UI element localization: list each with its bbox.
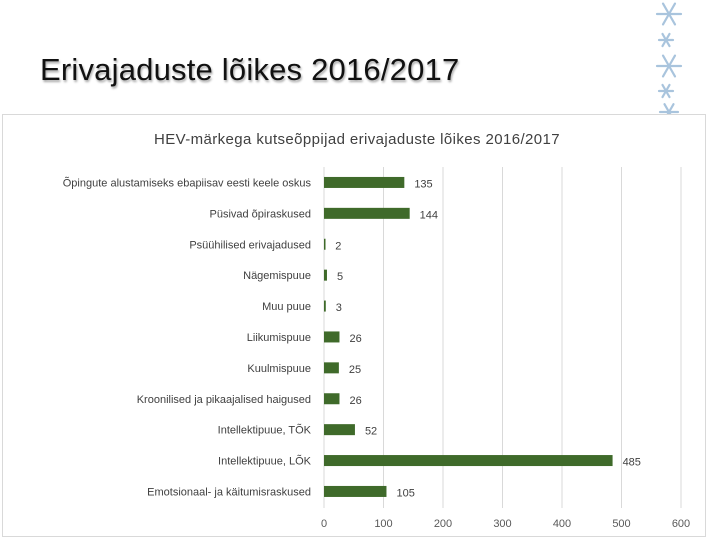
snowflake-ornament-icon: [655, 2, 683, 120]
bars: [324, 176, 613, 497]
category-label: Intellektipuue, TÕK: [218, 424, 312, 437]
category-label: Nägemispuue: [243, 270, 311, 282]
bar: [324, 362, 339, 374]
x-tick-label: 0: [321, 518, 327, 530]
bar: [324, 331, 340, 343]
category-label: Muu puue: [262, 301, 311, 313]
data-label: 105: [396, 487, 414, 499]
x-axis-ticks: 0 100 200 300 400 500 600: [321, 518, 690, 530]
bar: [324, 393, 340, 405]
bar: [324, 207, 410, 219]
category-label: Õpingute alustamiseks ebapiisav eesti ke…: [63, 176, 312, 189]
category-label: Emotsionaal- ja käitumisraskused: [147, 486, 311, 498]
x-tick-label: 100: [374, 518, 392, 530]
chart-title: HEV-märkega kutseõppijad erivajaduste lõ…: [154, 131, 560, 148]
category-label: Kroonilised ja pikaajalised haigused: [137, 394, 311, 406]
category-label: Püsivad õpiraskused: [209, 208, 311, 220]
data-label: 485: [623, 457, 641, 469]
chart-container: HEV-märkega kutseõppijad erivajaduste lõ…: [2, 114, 706, 537]
x-tick-label: 600: [672, 518, 690, 530]
data-label: 52: [365, 426, 377, 438]
slide-title: Erivajaduste lõikes 2016/2017: [40, 52, 460, 87]
bar-chart: HEV-märkega kutseõppijad erivajaduste lõ…: [63, 131, 690, 530]
x-tick-label: 200: [434, 518, 452, 530]
x-tick-label: 400: [553, 518, 571, 530]
bar: [324, 455, 613, 467]
data-label: 144: [420, 209, 438, 221]
bar: [324, 269, 327, 281]
category-label: Intellektipuue, LÕK: [218, 455, 312, 468]
bar: [324, 300, 326, 312]
x-tick-label: 300: [493, 518, 511, 530]
data-label: 135: [414, 178, 432, 190]
data-label: 26: [349, 395, 361, 407]
data-label: 26: [349, 333, 361, 345]
category-label: Liikumispuue: [247, 332, 311, 344]
x-tick-label: 500: [612, 518, 630, 530]
data-label: 25: [349, 364, 361, 376]
data-label: 5: [337, 271, 343, 283]
category-labels: Õpingute alustamiseks ebapiisav eesti ke…: [63, 176, 312, 498]
bar: [324, 424, 355, 436]
bar: [324, 485, 387, 497]
bar: [324, 176, 405, 188]
data-label: 2: [335, 240, 341, 252]
data-label: 3: [336, 302, 342, 314]
bar: [324, 238, 326, 250]
gridlines: [323, 167, 682, 508]
category-label: Psüühilised erivajadused: [189, 239, 311, 251]
category-label: Kuulmispuue: [247, 363, 311, 375]
